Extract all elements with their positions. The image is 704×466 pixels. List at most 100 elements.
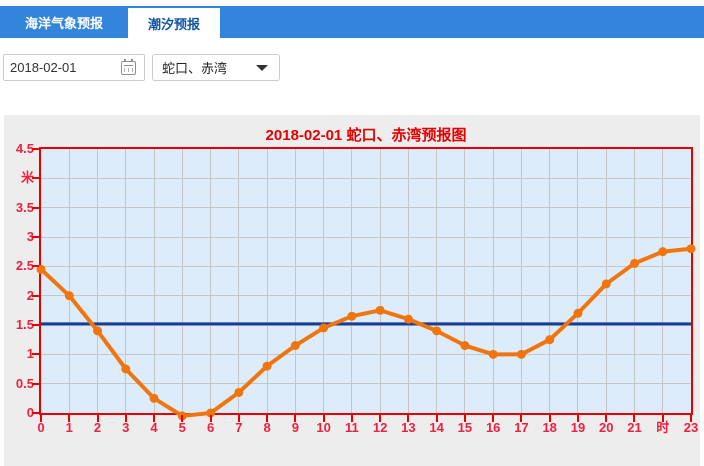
horizontal-gridline xyxy=(41,353,691,355)
x-tick xyxy=(294,415,297,422)
station-value: 蛇口、赤湾 xyxy=(162,61,228,76)
y-tick xyxy=(32,382,39,385)
y-tick-label: 4.5 xyxy=(15,141,34,156)
data-point xyxy=(629,258,639,268)
x-tick-label: 16 xyxy=(485,420,501,435)
y-tick xyxy=(32,206,39,209)
data-point xyxy=(319,323,329,333)
vertical-gridline xyxy=(210,149,212,413)
x-tick-label: 1 xyxy=(65,420,73,435)
x-tick-label: 7 xyxy=(235,420,243,435)
chevron-down-icon xyxy=(256,64,268,71)
y-tick xyxy=(32,353,39,356)
tab-marine-weather-label: 海洋气象预报 xyxy=(24,15,103,31)
data-point xyxy=(121,364,131,374)
vertical-gridline xyxy=(407,149,409,413)
data-point xyxy=(432,326,442,336)
date-value: 2018-02-01 xyxy=(10,60,77,75)
x-tick xyxy=(350,415,353,422)
x-tick xyxy=(435,415,438,422)
y-tick-label: 0 xyxy=(26,405,34,420)
vertical-gridline xyxy=(238,149,240,413)
vertical-gridline xyxy=(294,149,296,413)
y-tick-label: 3 xyxy=(26,229,34,244)
x-tick-label: 19 xyxy=(570,420,586,435)
data-point xyxy=(347,311,357,321)
x-tick xyxy=(209,415,212,422)
data-point xyxy=(516,349,526,359)
y-tick xyxy=(32,324,39,326)
y-tick xyxy=(32,412,39,414)
date-input[interactable]: 2018-02-01 xyxy=(3,54,145,81)
y-tick xyxy=(32,148,39,150)
tab-tide-label: 潮汐预报 xyxy=(147,16,200,32)
y-tick xyxy=(32,265,39,268)
x-tick xyxy=(68,415,71,422)
x-tick-label: 21 xyxy=(627,420,642,435)
data-point xyxy=(488,349,498,359)
y-tick xyxy=(32,294,39,297)
data-point xyxy=(658,247,668,257)
data-point xyxy=(573,308,583,318)
data-point xyxy=(545,335,555,345)
y-tick-label: 0.5 xyxy=(15,375,34,391)
data-point xyxy=(262,361,272,371)
vertical-gridline xyxy=(97,149,99,413)
y-tick xyxy=(32,236,39,238)
vertical-gridline xyxy=(633,149,635,413)
x-tick xyxy=(492,415,495,422)
tab-bar: 海洋气象预报 潮汐预报 xyxy=(0,6,704,38)
horizontal-gridline xyxy=(41,207,691,209)
data-point xyxy=(64,291,74,301)
x-tick-label: 5 xyxy=(178,420,186,435)
vertical-gridline xyxy=(492,149,494,413)
station-select[interactable]: 蛇口、赤湾 xyxy=(152,54,280,81)
x-tick xyxy=(576,415,579,422)
vertical-gridline xyxy=(266,149,268,413)
x-tick-label: 11 xyxy=(344,420,359,435)
data-point xyxy=(234,387,244,397)
x-tick xyxy=(40,415,42,422)
y-tick-label: 1 xyxy=(26,346,34,362)
x-tick-label: 6 xyxy=(206,420,215,435)
vertical-gridline xyxy=(549,149,551,413)
x-tick-label: 12 xyxy=(372,420,388,435)
vertical-gridline xyxy=(520,149,522,413)
vertical-gridline xyxy=(125,149,127,413)
y-tick-label: 2 xyxy=(26,287,34,303)
x-tick xyxy=(520,415,523,422)
x-tick xyxy=(463,415,466,422)
x-tick xyxy=(633,415,636,422)
x-tick-label: 13 xyxy=(401,420,416,435)
calendar-icon[interactable] xyxy=(121,58,136,75)
vertical-gridline xyxy=(577,149,579,413)
x-tick xyxy=(96,415,99,422)
vertical-gridline xyxy=(68,149,70,413)
data-point xyxy=(403,314,413,324)
tab-marine-weather-forecast[interactable]: 海洋气象预报 xyxy=(0,6,128,38)
vertical-gridline xyxy=(323,149,325,413)
x-tick-label: 2 xyxy=(93,420,102,435)
tide-line-chart xyxy=(36,244,696,421)
x-tick xyxy=(379,415,382,422)
data-point xyxy=(601,279,611,289)
x-tick-label: 0 xyxy=(37,420,45,435)
horizontal-gridline xyxy=(41,236,691,238)
x-tick xyxy=(661,415,664,422)
horizontal-gridline xyxy=(41,265,691,267)
x-tick xyxy=(407,415,410,422)
y-tick-label: 3.5 xyxy=(15,199,34,215)
x-tick xyxy=(153,415,156,422)
vertical-gridline xyxy=(153,149,155,413)
vertical-gridline xyxy=(662,149,664,413)
data-point xyxy=(686,244,696,254)
x-tick xyxy=(181,415,184,422)
chart-title: 2018-02-01 蛇口、赤湾预报图 xyxy=(265,127,467,144)
horizontal-gridline xyxy=(41,383,691,385)
y-tick-label: 1.5 xyxy=(15,317,34,332)
tab-tide-forecast[interactable]: 潮汐预报 xyxy=(128,8,220,38)
x-tick xyxy=(237,415,240,422)
horizontal-gridline xyxy=(41,177,691,179)
tide-curve xyxy=(39,246,693,418)
x-tick-label: 3 xyxy=(122,420,130,435)
